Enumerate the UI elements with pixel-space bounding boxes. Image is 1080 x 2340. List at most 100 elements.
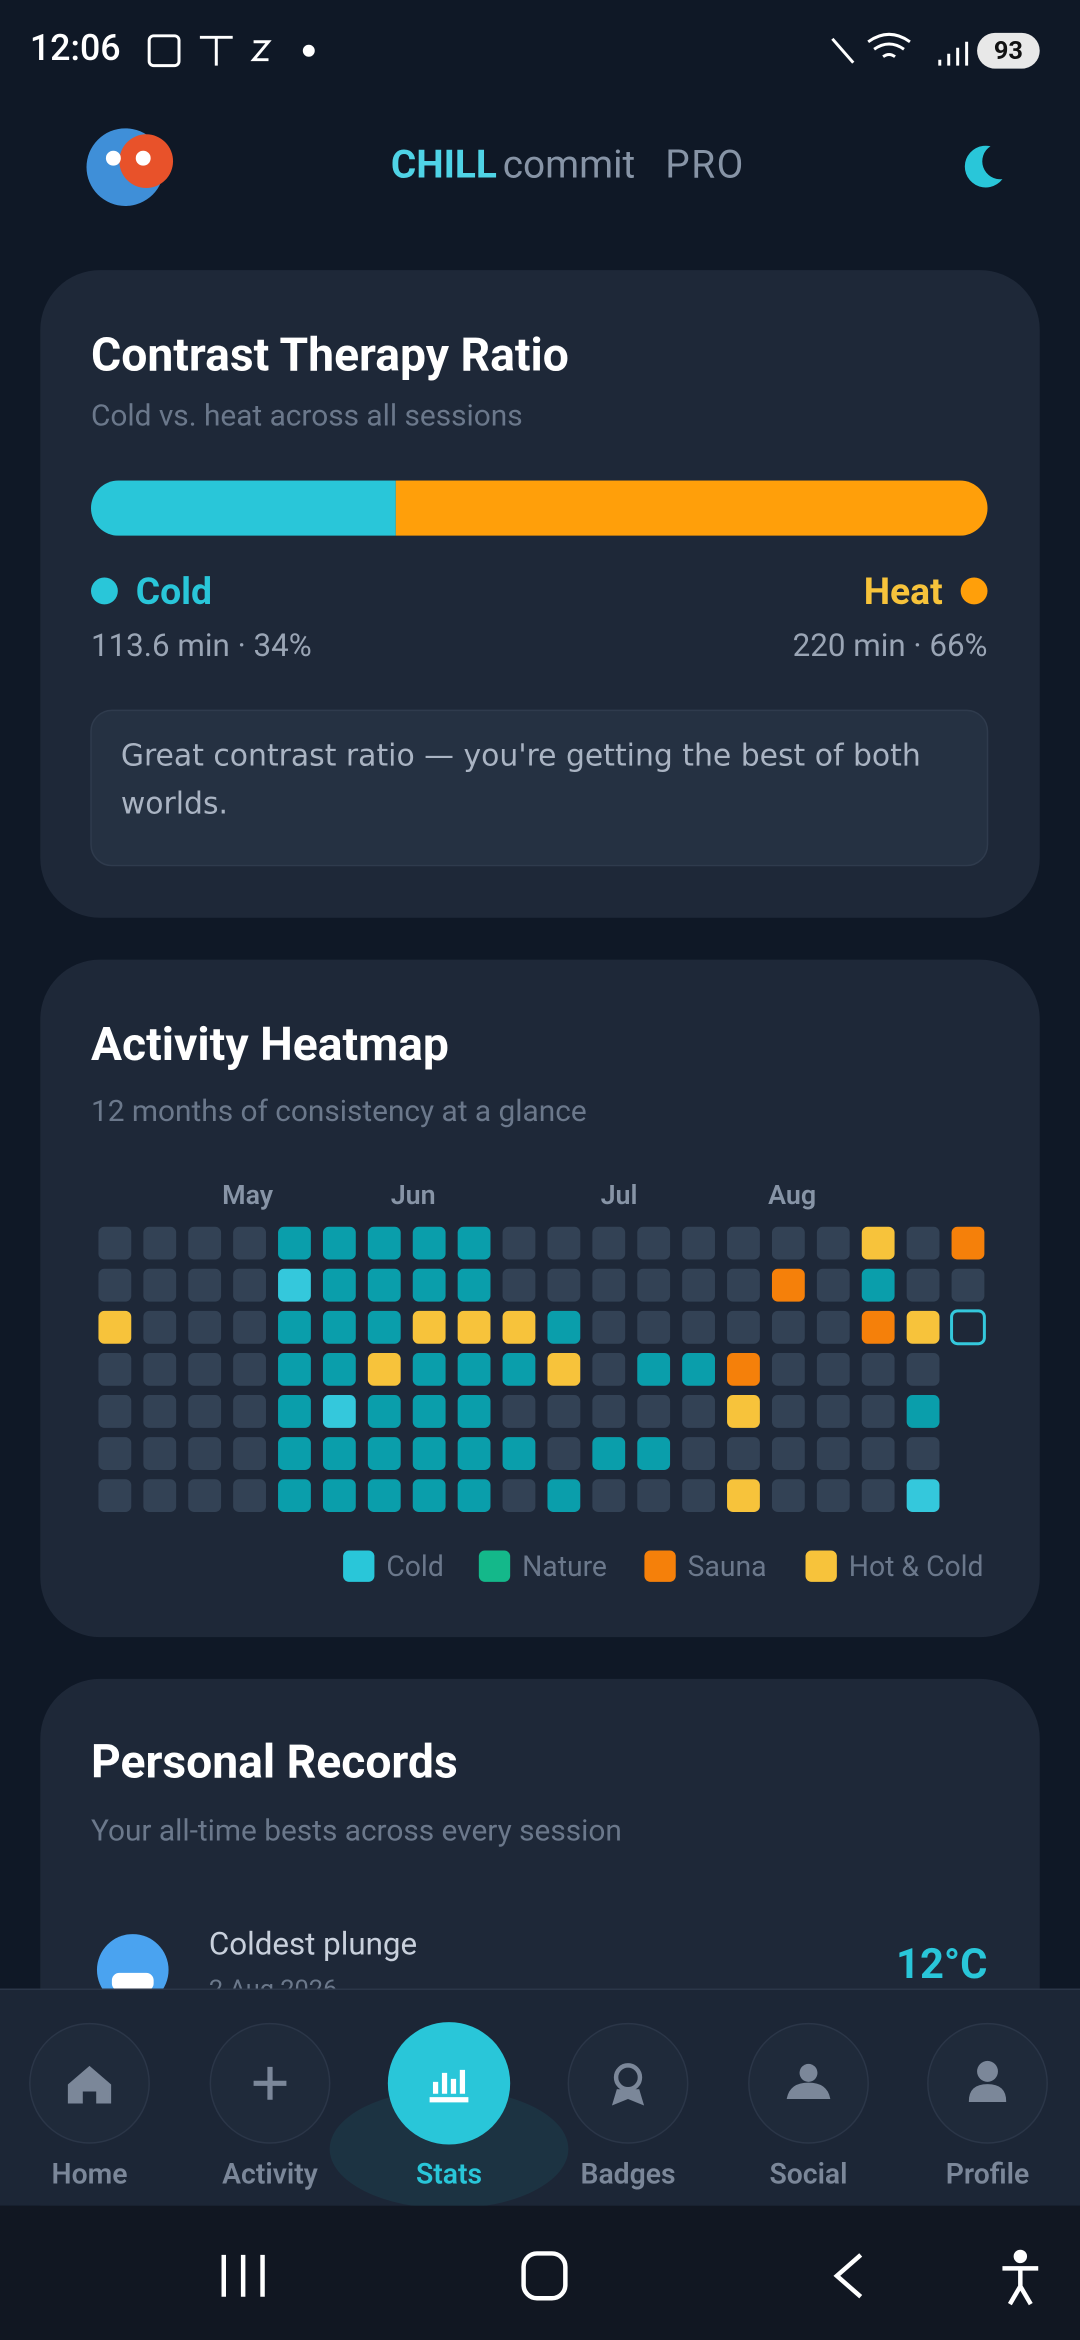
heatmap-cell <box>322 1268 356 1302</box>
heatmap-cell <box>233 1310 266 1344</box>
heatmap-cell <box>906 1268 940 1302</box>
nav-button[interactable] <box>387 2022 511 2145</box>
heatmap-cell <box>637 1310 671 1344</box>
logo <box>86 128 174 206</box>
nav-button[interactable] <box>567 2022 689 2144</box>
ratio-segment <box>395 480 988 536</box>
month-label: Jul <box>601 1179 638 1211</box>
record-value: 12°C <box>896 1940 988 1989</box>
heatmap-cell <box>727 1310 760 1344</box>
heatmap-cell <box>322 1310 356 1344</box>
legend-label: Sauna <box>688 1550 767 1583</box>
heatmap-cell <box>412 1479 446 1513</box>
heatmap-cell <box>188 1310 222 1344</box>
heatmap-cell <box>951 1268 985 1302</box>
heatmap-cell <box>816 1437 850 1470</box>
heatmap-cell <box>682 1479 715 1513</box>
heatmap-cell <box>816 1352 850 1386</box>
heatmap-cell <box>816 1479 850 1513</box>
nav-label[interactable]: Activity <box>222 2157 318 2190</box>
record-icon <box>96 1934 169 2006</box>
heatmap-cell <box>816 1268 850 1302</box>
nav-icon <box>786 2082 831 2099</box>
theme-toggle[interactable] <box>964 145 1003 188</box>
heatmap-cell <box>367 1479 401 1513</box>
heatmap-cell <box>547 1395 581 1428</box>
heatmap-cell <box>771 1479 805 1513</box>
heatmap-cell <box>502 1479 536 1513</box>
heatmap-cell <box>547 1268 581 1302</box>
heatmap-cell <box>457 1437 491 1470</box>
heatmap-cell <box>98 1479 132 1513</box>
brand-badge: PRO <box>665 142 745 187</box>
heatmap-cell <box>816 1226 850 1260</box>
heatmap-cell <box>592 1226 626 1260</box>
heatmap-cell <box>367 1268 401 1302</box>
nav-button[interactable] <box>927 2022 1048 2144</box>
heatmap-cell <box>322 1437 356 1470</box>
nav-icon <box>799 2063 818 2082</box>
heatmap-cell <box>502 1226 536 1260</box>
heatmap-cell <box>143 1479 177 1513</box>
legend-name: Heat <box>864 570 943 614</box>
heatmap-cell <box>233 1226 266 1260</box>
heatmap-cell <box>547 1352 581 1386</box>
heatmap-cell <box>457 1268 491 1302</box>
heatmap-cell <box>412 1352 446 1386</box>
heatmap-cell <box>637 1479 671 1513</box>
heatmap-cell <box>547 1437 581 1470</box>
heatmap-cell <box>547 1226 581 1260</box>
heatmap-cell <box>637 1226 671 1260</box>
month-label: Aug <box>768 1179 816 1211</box>
heatmap-cell <box>592 1479 626 1513</box>
heatmap-cell <box>367 1395 401 1428</box>
heatmap-cell <box>637 1395 671 1428</box>
heatmap-cell <box>412 1395 446 1428</box>
heatmap-cell <box>412 1226 446 1260</box>
nav-label[interactable]: Home <box>52 2157 128 2190</box>
heatmap-cell <box>322 1395 356 1428</box>
card-subtitle: 12 months of consistency at a glance <box>91 1094 587 1129</box>
nav-label[interactable]: Stats <box>416 2157 482 2190</box>
legend-swatch <box>478 1550 511 1582</box>
heatmap-cell <box>278 1437 311 1470</box>
active-glow <box>329 2089 569 2209</box>
heatmap-cell <box>233 1352 266 1386</box>
heatmap-cell <box>637 1352 671 1386</box>
heatmap-cell <box>502 1268 536 1302</box>
heatmap-cell <box>98 1395 132 1428</box>
heatmap-cell <box>367 1437 401 1470</box>
nav-label[interactable]: Badges <box>580 2157 675 2190</box>
heatmap-cell <box>367 1226 401 1260</box>
legend-swatch <box>644 1550 676 1582</box>
nav-icon <box>968 2084 1007 2102</box>
nav-label[interactable]: Profile <box>946 2157 1030 2190</box>
card-title: Activity Heatmap <box>91 1018 449 1072</box>
heatmap-cell <box>816 1310 850 1344</box>
heatmap-cell <box>906 1395 940 1428</box>
heatmap-cell <box>682 1395 715 1428</box>
heatmap-cell <box>727 1268 760 1302</box>
brand-bold: CHILL <box>391 142 497 187</box>
nav-label[interactable]: Social <box>770 2157 848 2190</box>
system-buttons[interactable] <box>221 2249 1039 2306</box>
heatmap-cell <box>727 1479 760 1513</box>
heatmap-cell <box>98 1437 132 1470</box>
heatmap-cell <box>322 1479 356 1513</box>
heatmap-cell <box>188 1352 222 1386</box>
record-label: Coldest plunge <box>209 1925 417 1962</box>
month-label: Jun <box>391 1179 436 1211</box>
heatmap-cell <box>771 1310 805 1344</box>
heatmap-cell <box>547 1310 581 1344</box>
heatmap-cell <box>98 1310 132 1344</box>
heatmap-cell <box>278 1479 311 1513</box>
heatmap-cell <box>188 1268 222 1302</box>
heatmap-cell <box>861 1479 895 1513</box>
nav-icon <box>67 2065 112 2104</box>
heatmap-cell <box>188 1395 222 1428</box>
heatmap-cell <box>592 1310 626 1344</box>
heatmap-cell <box>906 1352 940 1386</box>
heatmap-cell <box>367 1310 401 1344</box>
heatmap-cell <box>861 1310 895 1344</box>
